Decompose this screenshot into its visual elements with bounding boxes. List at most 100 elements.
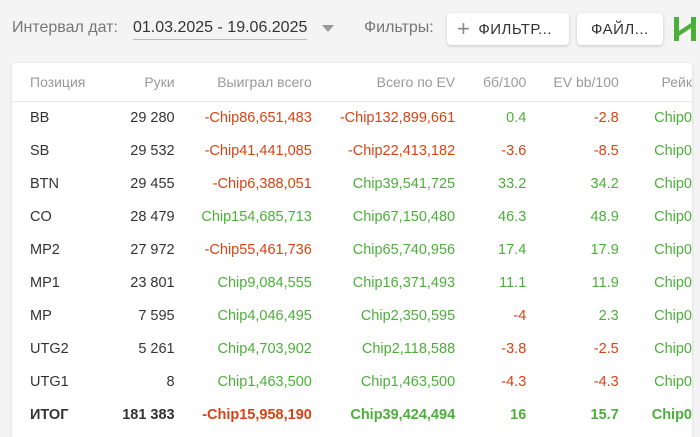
- cell-position: BB: [30, 109, 50, 126]
- header-ev-total[interactable]: Всего по EV: [311, 63, 456, 102]
- cell-position: ИТОГ: [30, 407, 69, 424]
- cell-ev-total: Chip39,541,725: [352, 175, 456, 192]
- cell-hands: 181 383: [122, 407, 175, 424]
- cell-bb100: 16: [510, 407, 527, 424]
- chevron-down-icon[interactable]: [322, 25, 334, 32]
- cell-bb100: 17.4: [498, 241, 527, 258]
- cell-won-total: Chip4,046,495: [217, 308, 312, 325]
- cell-ev-bb100: 17.9: [590, 241, 619, 258]
- positions-table-card: Позиция Руки Выиграл всего Всего по EV б…: [12, 63, 692, 437]
- cell-bb100: -4: [513, 308, 527, 325]
- cell-ev-bb100: 15.7: [590, 407, 619, 424]
- cell-hands: 29 280: [130, 109, 175, 126]
- cell-rake: Chip0: [654, 142, 692, 159]
- cell-bb100: -3.6: [501, 142, 527, 159]
- cell-ev-total: Chip67,150,480: [352, 208, 456, 225]
- cell-rake: Chip0: [654, 109, 692, 126]
- cell-bb100: 0.4: [506, 109, 527, 126]
- cell-won-total: Chip9,084,555: [217, 275, 312, 292]
- cell-hands: 29 532: [130, 142, 175, 159]
- filters-label: Фильтры:: [364, 19, 434, 36]
- cell-ev-total: Chip65,740,956: [352, 241, 456, 258]
- cell-ev-bb100: 11.9: [591, 275, 619, 292]
- table-row[interactable]: UTG2 5 261 Chip4,703,902 Chip2,118,588 -3.8 -…: [12, 333, 692, 366]
- cell-ev-bb100: -4.3: [593, 374, 619, 391]
- table-total-row[interactable]: ИТОГ 181 383 -Chip15,958,190 Chip39,424,494…: [12, 399, 692, 432]
- cell-won-total: Chip154,685,713: [201, 208, 312, 225]
- cell-position: UTG1: [30, 374, 69, 391]
- cell-hands: 28 479: [130, 208, 175, 225]
- h-logo-icon[interactable]: [673, 15, 697, 43]
- cell-ev-total: Chip39,424,494: [350, 407, 456, 424]
- cell-bb100: 11.1: [499, 275, 527, 292]
- cell-position: SB: [30, 142, 50, 159]
- cell-rake: Chip0: [654, 275, 692, 292]
- table-row[interactable]: BB 29 280 -Chip86,651,483 -Chip132,899,661 0…: [12, 101, 692, 134]
- date-range-label: Интервал дат:: [12, 19, 118, 36]
- header-position[interactable]: Позиция: [12, 63, 104, 102]
- cell-ev-total: -Chip132,899,661: [339, 109, 456, 126]
- table-row[interactable]: CO 28 479 Chip154,685,713 Chip67,150,480 46.…: [12, 200, 692, 233]
- cell-position: BTN: [30, 175, 59, 192]
- plus-icon: +: [457, 16, 471, 41]
- cell-ev-total: Chip2,350,595: [360, 308, 456, 325]
- cell-hands: 7 595: [138, 308, 175, 325]
- table-row[interactable]: UTG1 8 Chip1,463,500 Chip1,463,500 -4.3 -4.3 C…: [12, 366, 692, 399]
- cell-ev-bb100: -2.5: [593, 341, 619, 358]
- cell-bb100: 46.3: [498, 208, 527, 225]
- cell-rake: Chip0: [654, 374, 692, 391]
- toolbar: Интервал дат: 01.03.2025 - 19.06.2025 Фи…: [0, 0, 700, 60]
- cell-ev-total: Chip2,118,588: [361, 341, 456, 358]
- table-header-row: Позиция Руки Выиграл всего Всего по EV б…: [12, 63, 692, 102]
- cell-rake: Chip0: [654, 241, 692, 258]
- cell-hands: 29 455: [130, 175, 175, 192]
- header-bb100[interactable]: бб/100: [455, 63, 527, 102]
- cell-bb100: -4.3: [501, 374, 527, 391]
- cell-won-total: -Chip55,461,736: [204, 241, 312, 258]
- header-rake[interactable]: Рейк: [618, 63, 692, 102]
- cell-won-total: -Chip6,388,051: [212, 175, 312, 192]
- cell-ev-bb100: 48.9: [590, 208, 619, 225]
- cell-rake: Chip0: [654, 308, 692, 325]
- cell-hands: 23 801: [130, 275, 175, 292]
- header-ev-bb100[interactable]: EV bb/100: [526, 63, 619, 102]
- cell-ev-bb100: 2.3: [598, 308, 619, 325]
- add-filter-label: ФИЛЬТР...: [478, 20, 553, 38]
- cell-bb100: -3.8: [501, 341, 527, 358]
- cell-won-total: -Chip86,651,483: [204, 109, 312, 126]
- table-row[interactable]: BTN 29 455 -Chip6,388,051 Chip39,541,725 33.…: [12, 167, 692, 200]
- table-row[interactable]: MP 7 595 Chip4,046,495 Chip2,350,595 -4 2.3 Ch…: [12, 300, 692, 333]
- cell-rake: Chip0: [651, 407, 692, 424]
- date-range-picker[interactable]: 01.03.2025 - 19.06.2025: [133, 19, 308, 40]
- cell-hands: 27 972: [130, 241, 175, 258]
- cell-position: UTG2: [30, 341, 69, 358]
- cell-position: CO: [30, 208, 52, 225]
- cell-bb100: 33.2: [498, 175, 527, 192]
- file-button-label: ФАЙЛ...: [591, 20, 649, 38]
- cell-ev-total: Chip16,371,493: [352, 275, 456, 292]
- cell-ev-bb100: 34.2: [590, 175, 619, 192]
- header-hands[interactable]: Руки: [103, 63, 175, 102]
- table-row[interactable]: MP1 23 801 Chip9,084,555 Chip16,371,493 11.1…: [12, 266, 692, 299]
- cell-hands: 5 261: [138, 341, 175, 358]
- cell-rake: Chip0: [654, 208, 692, 225]
- cell-rake: Chip0: [654, 341, 692, 358]
- cell-position: MP: [30, 308, 52, 325]
- cell-won-total: Chip1,463,500: [217, 374, 312, 391]
- cell-position: MP2: [30, 241, 60, 258]
- cell-position: MP1: [30, 275, 60, 292]
- cell-rake: Chip0: [654, 175, 692, 192]
- cell-ev-total: -Chip22,413,182: [347, 142, 456, 159]
- file-button[interactable]: ФАЙЛ...: [577, 13, 663, 45]
- cell-won-total: -Chip41,441,085: [204, 142, 312, 159]
- cell-ev-total: Chip1,463,500: [360, 374, 456, 391]
- cell-won-total: -Chip15,958,190: [202, 407, 312, 424]
- cell-won-total: Chip4,703,902: [217, 341, 312, 358]
- add-filter-button[interactable]: + ФИЛЬТР...: [447, 13, 569, 45]
- cell-hands: 8: [166, 374, 175, 391]
- table-row[interactable]: SB 29 532 -Chip41,441,085 -Chip22,413,182 -3…: [12, 134, 692, 167]
- table-row[interactable]: MP2 27 972 -Chip55,461,736 Chip65,740,956 17…: [12, 233, 692, 266]
- cell-ev-bb100: -2.8: [593, 109, 619, 126]
- header-won-total[interactable]: Выиграл всего: [174, 63, 312, 102]
- cell-ev-bb100: -8.5: [593, 142, 619, 159]
